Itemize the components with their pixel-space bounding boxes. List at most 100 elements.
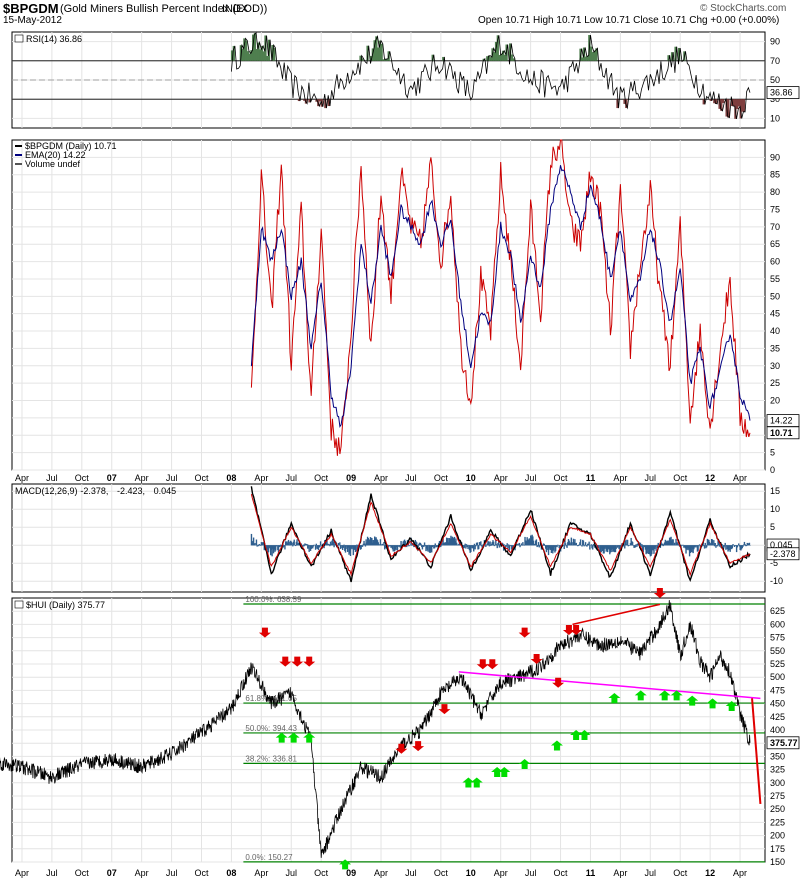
rsi-overbought-fill xyxy=(496,35,499,61)
macd-histogram-bar xyxy=(262,542,264,546)
buy-arrow-icon xyxy=(550,740,563,751)
macd-histogram-bar xyxy=(496,545,498,549)
macd-last-value: -2.378 xyxy=(770,549,796,559)
macd-histogram-bar xyxy=(554,545,556,553)
macd-histogram-bar xyxy=(351,545,354,548)
macd-histogram-bar xyxy=(309,545,312,551)
macd-histogram-bar xyxy=(398,545,400,547)
macd-histogram-bar xyxy=(458,544,460,546)
rsi-oversold-fill xyxy=(730,99,734,107)
macd-histogram-bar xyxy=(567,542,569,546)
macd-histogram-bar xyxy=(262,542,265,546)
macd-histogram-bar xyxy=(325,539,327,546)
hui-ytick-label: 300 xyxy=(770,778,785,788)
macd-histogram-bar xyxy=(469,545,471,553)
macd-histogram-bar xyxy=(453,538,455,546)
macd-histogram-bar xyxy=(567,539,570,546)
macd-histogram-bar xyxy=(322,543,325,546)
macd-histogram-bar xyxy=(625,544,627,546)
macd-histogram-bar xyxy=(495,539,497,546)
macd-histogram-bar xyxy=(366,536,369,546)
macd-histogram-bar xyxy=(609,545,612,553)
rsi-overbought-fill xyxy=(500,53,503,61)
macd-histogram-bar xyxy=(305,544,308,546)
macd-histogram-bar xyxy=(742,545,744,547)
macd-histogram-bar xyxy=(417,545,419,548)
rsi-overbought-fill xyxy=(581,57,584,61)
macd-histogram-bar xyxy=(339,542,341,546)
macd-histogram-bar xyxy=(353,545,355,550)
sell-arrow-icon xyxy=(412,741,425,752)
macd-histogram-bar xyxy=(368,541,370,546)
bpi-xtick-label: Apr xyxy=(733,473,747,483)
rsi-ytick-label: 90 xyxy=(770,37,780,47)
sell-arrow-icon xyxy=(303,656,316,667)
macd-histogram-bar xyxy=(654,545,657,548)
macd-histogram-bar xyxy=(552,545,554,554)
macd-histogram-bar xyxy=(704,542,706,546)
macd-histogram-bar xyxy=(393,545,396,552)
macd-histogram-bar xyxy=(433,545,436,549)
hui-xtick-label: Oct xyxy=(554,868,569,878)
rsi-overbought-fill xyxy=(361,58,364,61)
macd-histogram-bar xyxy=(344,545,347,553)
macd-histogram-bar xyxy=(485,544,488,546)
macd-histogram-bar xyxy=(389,545,392,547)
macd-histogram-bar xyxy=(279,544,282,546)
rsi-overbought-fill xyxy=(384,59,387,61)
macd-histogram-bar xyxy=(315,543,317,546)
hui-xtick-label: Oct xyxy=(434,868,449,878)
macd-histogram-bar xyxy=(666,540,668,546)
macd-histogram-bar xyxy=(577,545,580,546)
macd-histogram-bar xyxy=(419,542,422,546)
rsi-overbought-fill xyxy=(667,55,670,61)
macd-histogram-bar xyxy=(267,545,270,553)
macd-histogram-bar xyxy=(317,545,320,551)
rsi-oversold-fill xyxy=(720,99,723,111)
bpi-xtick-label: Jul xyxy=(46,473,58,483)
bpi-xtick-label: Apr xyxy=(494,473,508,483)
macd-histogram-bar xyxy=(713,540,715,546)
macd-histogram-bar xyxy=(680,545,682,547)
macd-histogram-bar xyxy=(349,545,352,556)
macd-histogram-bar xyxy=(508,545,511,551)
macd-histogram-bar xyxy=(344,545,346,551)
macd-panel xyxy=(11,483,766,593)
hui-xtick-label: Apr xyxy=(613,868,627,878)
buy-arrow-icon xyxy=(578,730,591,740)
bpi-xtick-label: 09 xyxy=(346,473,356,483)
macd-histogram-bar xyxy=(712,544,714,546)
buy-arrow-icon xyxy=(491,766,504,777)
macd-histogram-bar xyxy=(641,545,644,553)
macd-histogram-bar xyxy=(571,542,573,546)
macd-histogram-bar xyxy=(633,545,635,548)
macd-histogram-bar xyxy=(463,545,466,548)
macd-histogram-bar xyxy=(312,545,314,549)
macd-histogram-bar xyxy=(477,545,479,550)
chart-date: 15-May-2012 xyxy=(3,15,62,26)
macd-histogram-bar xyxy=(266,545,268,550)
bpi-ytick-label: 30 xyxy=(770,361,780,371)
macd-histogram-bar xyxy=(289,540,292,546)
macd-histogram-bar xyxy=(293,539,295,546)
macd-histogram-bar xyxy=(549,545,552,550)
macd-histogram-bar xyxy=(497,543,499,546)
macd-histogram-bar xyxy=(505,545,507,548)
macd-histogram-bar xyxy=(327,543,330,546)
macd-histogram-bar xyxy=(590,544,592,546)
macd-histogram-bar xyxy=(707,539,709,546)
macd-histogram-bar xyxy=(423,542,426,546)
macd-histogram-bar xyxy=(456,544,459,546)
macd-histogram-bar xyxy=(655,545,657,551)
macd-histogram-bar xyxy=(463,545,465,549)
macd-histogram-bar xyxy=(522,542,524,546)
macd-histogram-bar xyxy=(743,541,746,546)
macd-histogram-bar xyxy=(413,545,415,548)
macd-histogram-bar xyxy=(551,545,553,552)
macd-histogram-bar xyxy=(710,544,712,546)
macd-histogram-bar xyxy=(681,545,684,546)
macd-histogram-bar xyxy=(359,545,362,550)
hui-ytick-label: 575 xyxy=(770,633,785,643)
macd-histogram-bar xyxy=(272,545,275,554)
macd-histogram-bar xyxy=(724,542,726,546)
